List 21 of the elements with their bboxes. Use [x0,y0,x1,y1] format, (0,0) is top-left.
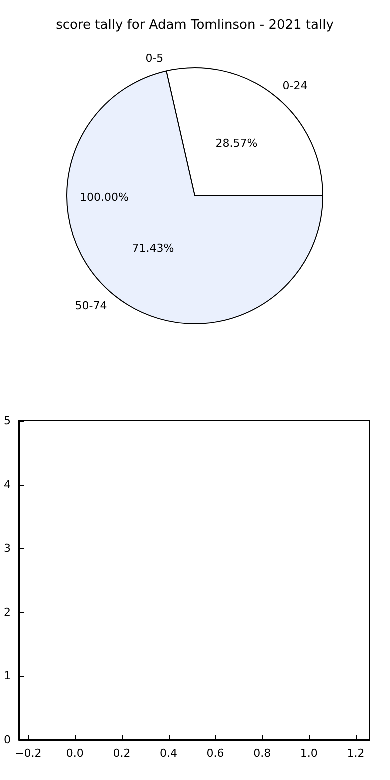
x-tick-label: 0.2 [113,747,131,760]
y-tick-label: 0 [4,734,11,746]
x-tick-label: 0.0 [66,747,84,760]
y-tick-label: 2 [4,606,11,619]
x-tick-label: 1.0 [300,747,318,760]
y-tick-label: 5 [4,414,11,428]
y-tick-label: 3 [4,542,11,556]
y-tick-label: 1 [4,670,11,683]
data-label: 71.43% [132,242,174,255]
x-tick-label: 0.8 [254,747,272,760]
slice-label: 0-24 [282,79,308,92]
chart-title: score tally for Adam Tomlinson - 2021 tally [56,18,334,33]
x-tick-label: 0.6 [206,747,224,760]
x-tick-label: −0.2 [15,747,42,760]
text: 100.00% [80,191,129,204]
x-tick-label: 0.4 [160,747,178,760]
data-label: 28.57% [216,137,258,150]
category-label: 0-5 [146,52,164,66]
x-tick-label: 1.2 [347,747,365,760]
y-tick-label: 4 [4,478,11,492]
slice-label: 50-74 [75,300,108,313]
